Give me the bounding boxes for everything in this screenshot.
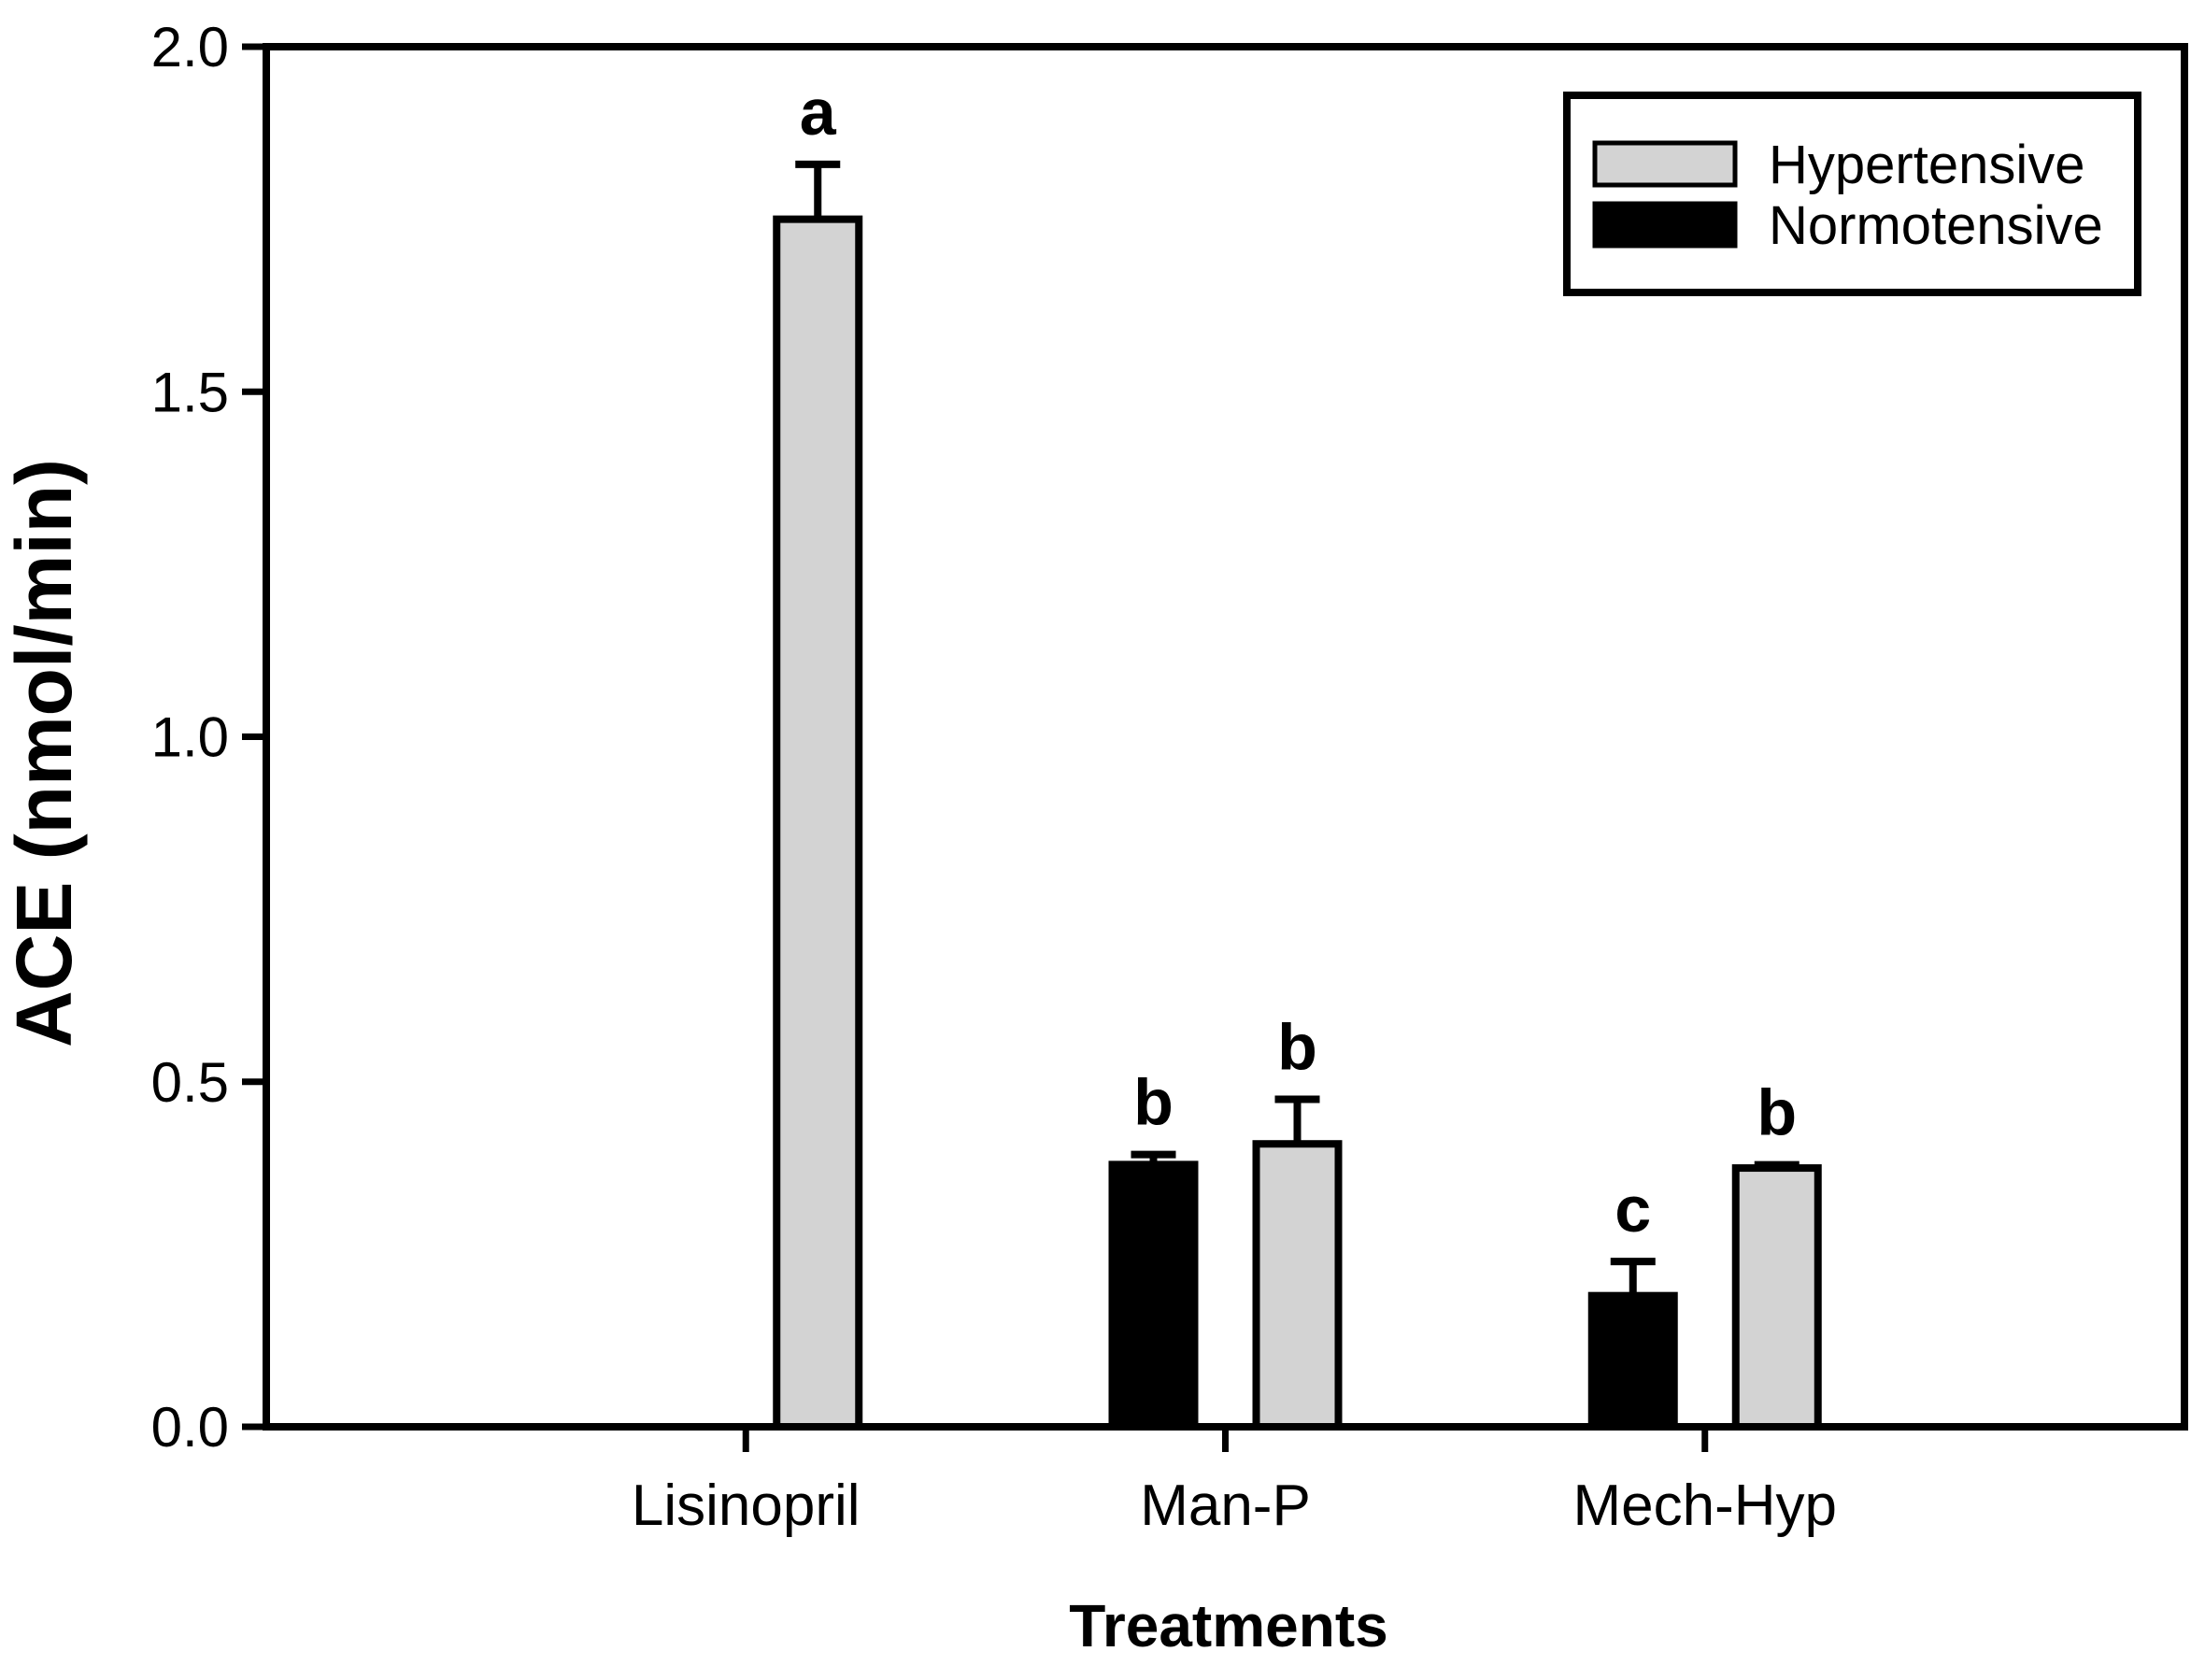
x-tick-label-mech-hyp: Mech-Hyp bbox=[1572, 1474, 1837, 1538]
legend-box bbox=[1563, 92, 2141, 296]
bar-hypertensive-mech-hyp bbox=[1731, 1164, 1822, 1431]
x-tick-label-lisinopril: Lisinopril bbox=[632, 1474, 861, 1538]
y-tick-label: 1.0 bbox=[151, 706, 229, 769]
bar-hypertensive-man-p bbox=[1252, 1140, 1343, 1431]
y-tick-label: 0.0 bbox=[151, 1396, 229, 1459]
y-tick-label: 2.0 bbox=[151, 16, 229, 78]
x-axis-title: Treatments bbox=[1069, 1592, 1387, 1659]
sig-letter-hypertensive-man-p: b bbox=[1277, 1011, 1317, 1084]
bar-hypertensive-lisinopril bbox=[773, 215, 863, 1431]
legend-label-normotensive: Normotensive bbox=[1769, 195, 2103, 256]
legend-swatch-normotensive bbox=[1592, 201, 1738, 249]
bar-normotensive-man-p bbox=[1108, 1160, 1199, 1431]
x-axis-ticks: Lisinopril Man-P Mech-Hyp bbox=[632, 1427, 1837, 1538]
y-axis-title: ACE (nmol/min) bbox=[0, 459, 88, 1047]
sig-letter-normotensive-mech-hyp: c bbox=[1615, 1173, 1651, 1246]
sig-letter-hypertensive-lisinopril: a bbox=[800, 76, 837, 149]
sig-letter-normotensive-man-p: b bbox=[1133, 1066, 1174, 1139]
sig-letter-hypertensive-mech-hyp: b bbox=[1757, 1076, 1797, 1149]
y-tick-label: 1.5 bbox=[151, 361, 229, 423]
bars-group: b c a b b bbox=[773, 76, 1822, 1431]
y-axis-ticks: 0.0 0.5 1.0 1.5 2.0 bbox=[151, 16, 266, 1459]
y-tick-label: 0.5 bbox=[151, 1051, 229, 1114]
x-tick-label-man-p: Man-P bbox=[1140, 1474, 1311, 1538]
legend-swatch-hypertensive bbox=[1592, 140, 1738, 188]
legend-label-hypertensive: Hypertensive bbox=[1769, 135, 2084, 195]
bar-normotensive-mech-hyp bbox=[1587, 1291, 1678, 1431]
